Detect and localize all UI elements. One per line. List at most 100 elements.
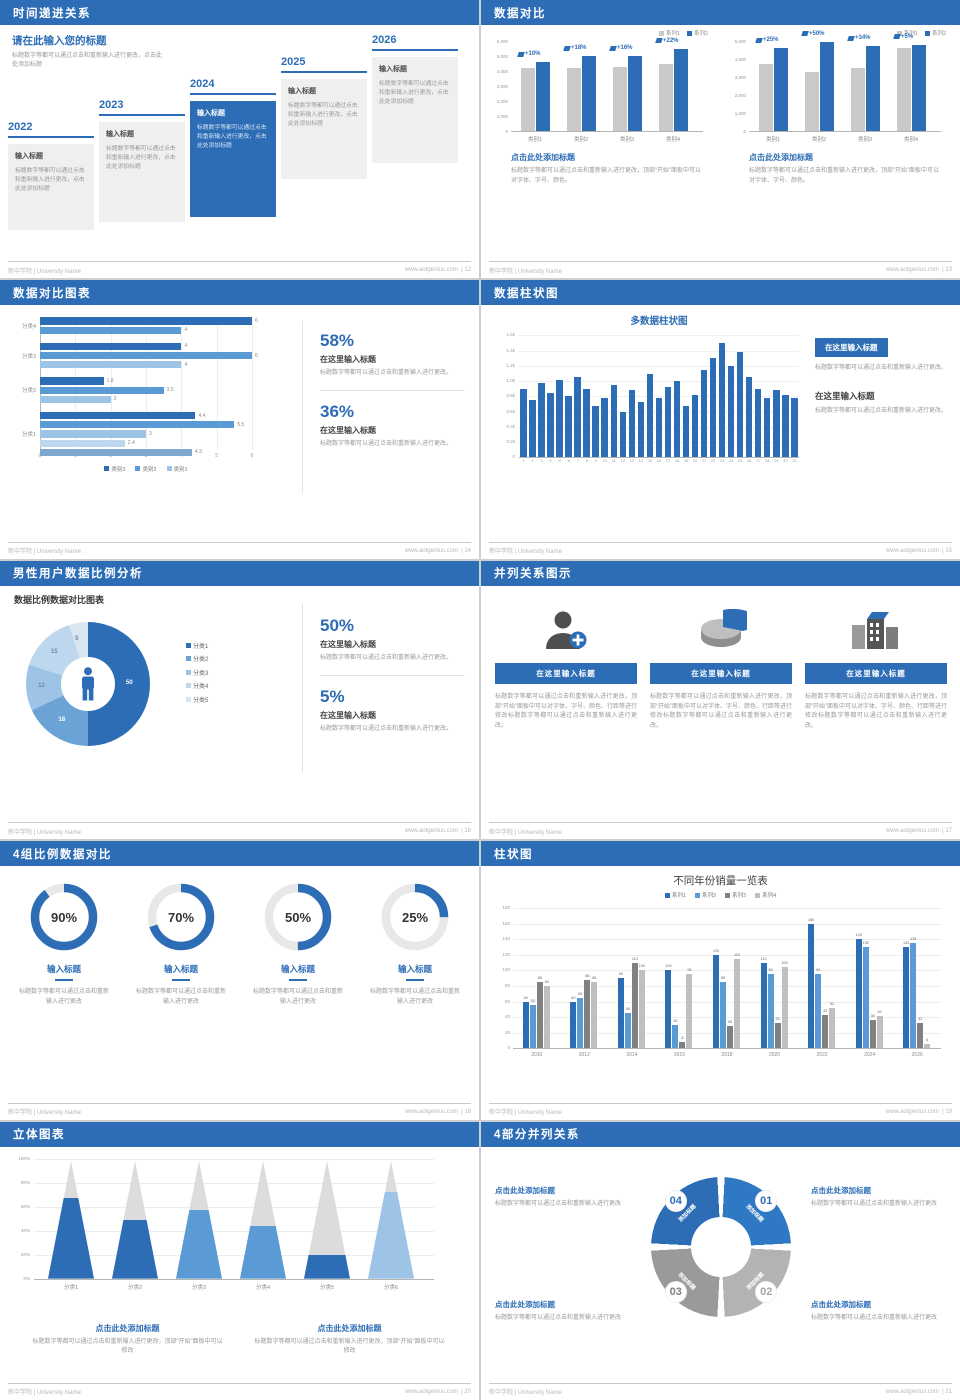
stat-body: 标题数字等都可以通过点击和重新输入进行更改。 bbox=[320, 441, 453, 448]
stat-percentage: 36% bbox=[320, 402, 355, 422]
bar bbox=[646, 373, 654, 458]
timeline-item-2025: 2025 输入标题 标题数字等都可以通过点击和重新输入进行更改，点击此处添加标题 bbox=[281, 56, 367, 179]
bar bbox=[556, 379, 563, 458]
bar-value-label: 2 bbox=[113, 396, 117, 403]
ring-body: 标题数字等都可以通过点击和重新输入进行更改 bbox=[370, 989, 461, 1005]
x-axis-label: 类别3 bbox=[619, 137, 635, 143]
timeline-item-title: 输入标题 bbox=[15, 153, 43, 160]
footer-brand: 新中学院 | University Name bbox=[8, 1390, 81, 1397]
grid-line bbox=[34, 1254, 434, 1256]
bar bbox=[543, 985, 550, 1049]
ring-column: 50% 输入标题 标题数字等都可以通过点击和重新输入进行更改 bbox=[244, 880, 352, 1007]
nurse-icon bbox=[495, 604, 637, 656]
number-badge: 03 bbox=[665, 1281, 686, 1302]
timeline-box: 输入标题 标题数字等都可以通过点击和重新输入进行更改，点击此处添加标题 bbox=[99, 122, 185, 222]
legend-label: 系列1 bbox=[665, 31, 680, 37]
title-chip[interactable]: 在这里输入标题 bbox=[815, 338, 888, 358]
footer-site-url: www.aotgenius.com bbox=[885, 1108, 940, 1115]
slide-20-3d-cone-chart[interactable]: 立体图表 100% 80% 60% 40% 20% 0% 分类1 分类2 分类3 分类4 分类5 分类… bbox=[0, 1121, 479, 1400]
bar-series2 bbox=[674, 48, 688, 131]
legend-swatch bbox=[755, 892, 761, 898]
legend-item: 系列2 bbox=[694, 891, 716, 899]
bar-value-label: 105 bbox=[781, 960, 788, 965]
footer-site-url: www.aotgenius.com bbox=[885, 1388, 940, 1395]
block-title: 点击此处添加标题 bbox=[495, 1185, 555, 1195]
slide-21-four-part-relationship[interactable]: 4部分并列关系 添加标题 01 添加标题 02 添加标题 03 添加标题 04 点击此处添加标… bbox=[481, 1121, 960, 1400]
title-button[interactable]: 在这里输入标题 bbox=[495, 662, 637, 684]
slide-17-parallel-relationship[interactable]: 并列关系图示 在这里输入标题 标题数字等都可以通过点击和重新输入进行更改，顶部“… bbox=[481, 560, 960, 840]
footer-site-url: www.aotgenius.com bbox=[404, 828, 459, 835]
legend-item: 分类5 bbox=[186, 695, 208, 704]
legend-label: 系列1 bbox=[903, 31, 918, 37]
title-button[interactable]: 在这里输入标题 bbox=[805, 662, 947, 684]
slice-value-label: 15 bbox=[50, 648, 58, 655]
grid-line bbox=[34, 1182, 434, 1184]
grid-line bbox=[146, 317, 147, 450]
divider bbox=[302, 321, 303, 494]
bar bbox=[624, 1013, 631, 1049]
legend-swatch bbox=[725, 892, 730, 898]
caption-title: 点击此处添加标题 bbox=[95, 1323, 160, 1333]
slide-header: 数据对比图表 bbox=[0, 280, 479, 306]
x-axis-label: 14 bbox=[638, 459, 644, 464]
parallel-column: 在这里输入标题 标题数字等都可以通过点击和重新输入进行更改，顶部“开始”面板中可… bbox=[805, 604, 947, 732]
x-axis-label: 8 bbox=[585, 459, 588, 464]
slide-14-comparison-chart[interactable]: 数据对比图表 0 1 2 3 4 5 6 分类4 6 4 分类3 4 6 4 分类2 1.8 3.5 2 分类1 4.… bbox=[0, 280, 479, 559]
legend-swatch bbox=[166, 466, 172, 472]
footer-page-number: | 16 bbox=[461, 828, 471, 835]
slice-value-label: 12 bbox=[38, 682, 45, 689]
x-axis-label: 分类3 bbox=[191, 1284, 207, 1291]
legend-item: 类别1 bbox=[166, 465, 188, 473]
slide-body: 不同年份销量一览表 系列1 系列2 系列3 系列4 0 20 40 60 80 100 120 14… bbox=[481, 866, 960, 1102]
slide-footer: 新中学院 | University Name www.aotgenius.com… bbox=[489, 1102, 952, 1120]
pie-3d-icon bbox=[650, 604, 792, 656]
y-axis-label: 5,000 bbox=[496, 54, 508, 59]
bar-value-label: 110 bbox=[631, 956, 638, 961]
segment-number: 04 bbox=[669, 1195, 682, 1208]
slide-19-grouped-column-chart[interactable]: 柱状图 不同年份销量一览表 系列1 系列2 系列3 系列4 0 20 40 60 80 100 1… bbox=[481, 841, 960, 1120]
category-label: 分类3 bbox=[21, 353, 36, 360]
slide-12-time-progression[interactable]: 时间递进关系 请在此输入您的标题 标题数字等都可以通过点击和重新输入进行更改，点… bbox=[0, 0, 479, 279]
slide-18-four-ratio-rings[interactable]: 4组比例数据对比 90% 输入标题 标题数字等都可以通过点击和重新输入进行更改 … bbox=[0, 841, 479, 1120]
percent-label: +22% bbox=[655, 38, 679, 44]
bar bbox=[679, 1041, 686, 1049]
y-axis-label: 40% bbox=[20, 1227, 30, 1233]
slide-15-data-column-chart[interactable]: 数据柱状图 多数据柱状图 1.6k 1.4k 1.2k 1.0k 0.8k 0.6k 0.4k… bbox=[481, 280, 960, 559]
bar-value-label: 4 bbox=[184, 327, 188, 334]
bar-value-label: 140 bbox=[855, 933, 862, 938]
stat-block: 5% 在这里输入标题 标题数字等都可以通过点击和重新输入进行更改。 bbox=[320, 687, 465, 735]
bar bbox=[628, 390, 635, 458]
x-axis-label: 6 bbox=[567, 459, 570, 464]
flag-icon bbox=[655, 38, 663, 43]
percent-label: +25% bbox=[755, 37, 779, 43]
timeline-box: 输入标题 标题数字等都可以通过点击和重新输入进行更改，点击此处添加标题 bbox=[281, 79, 367, 179]
title-button[interactable]: 在这里输入标题 bbox=[650, 662, 792, 684]
bar-value-label: 95 bbox=[815, 968, 821, 973]
x-axis-label: 类别2 bbox=[811, 137, 827, 143]
bar bbox=[619, 411, 626, 458]
donut-chart: 50 18 12 15 5 bbox=[26, 621, 150, 746]
x-axis-label: 21 bbox=[702, 459, 707, 464]
x-axis-label: 6 bbox=[250, 452, 254, 459]
stat-title: 在这里输入标题 bbox=[320, 639, 376, 649]
x-axis-label: 分类6 bbox=[383, 1284, 399, 1291]
slide-header: 柱状图 bbox=[481, 841, 960, 867]
slide-footer: 新中学院 | University Name www.aotgenius.com… bbox=[489, 261, 952, 278]
cone-fill bbox=[240, 1225, 286, 1279]
y-axis-label: 2,000 bbox=[496, 99, 508, 104]
slide-16-male-user-ratio[interactable]: 男性用户数据比例分析 数据比例数据对比图表 50 18 12 15 5 分类1 分类2 分类3… bbox=[0, 560, 479, 840]
slice-value-label: 50 bbox=[126, 679, 133, 686]
legend-label: 类别3 bbox=[111, 466, 126, 473]
y-axis-label: 80 bbox=[504, 982, 510, 988]
grid-line bbox=[519, 350, 799, 352]
percent-label: +16% bbox=[609, 45, 633, 51]
bar bbox=[574, 376, 581, 458]
slide-body: 0 1 2 3 4 5 6 分类4 6 4 分类3 4 6 4 分类2 1.8 3.5 2 分类1 4.4 5.5 3 2.… bbox=[0, 305, 479, 541]
bar-value-label: 160 bbox=[807, 917, 815, 922]
x-axis-label: 26 bbox=[747, 459, 752, 464]
bar bbox=[774, 1022, 781, 1049]
legend-swatch bbox=[686, 30, 692, 36]
slide-13-data-comparison[interactable]: 数据对比 系列1 系列2 +10% +18% +16% +22% 6,000 5,000 4,0… bbox=[481, 0, 960, 279]
stat-body: 标题数字等都可以通过点击和重新输入进行更改。 bbox=[320, 654, 453, 661]
slide-header-title: 4组比例数据对比 bbox=[13, 848, 112, 861]
